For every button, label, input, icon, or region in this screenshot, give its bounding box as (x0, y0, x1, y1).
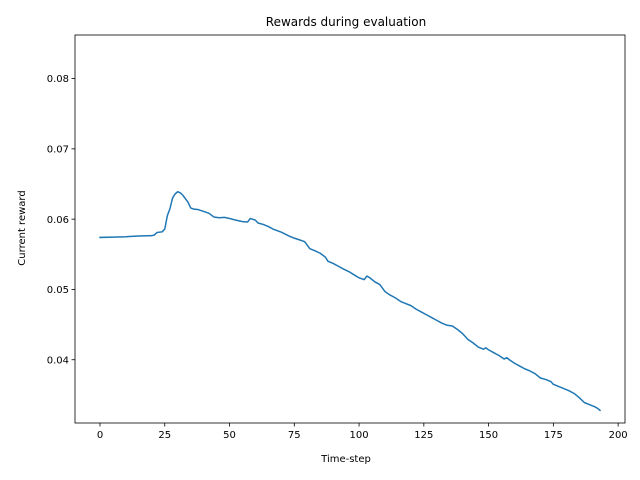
plot-area (99, 191, 602, 412)
chart-title: Rewards during evaluation (266, 15, 426, 29)
x-tick-label: 200 (609, 430, 628, 441)
x-tick-label: 75 (288, 430, 301, 441)
y-axis-label: Current reward (17, 190, 28, 265)
y-tick-label: 0.07 (47, 144, 69, 155)
x-tick-label: 175 (544, 430, 563, 441)
x-tick-label: 25 (158, 430, 171, 441)
axes: 0 25 50 75 100 125 150 175 200 0.04 0.05 0.06 0.07 0.… (47, 34, 628, 441)
x-axis-label: Time-step (320, 454, 371, 465)
y-tick-label: 0.06 (47, 215, 69, 226)
x-tick-label: 100 (350, 430, 369, 441)
x-tick-label: 0 (97, 430, 103, 441)
y-tick-label: 0.08 (47, 74, 69, 85)
x-tick-label: 125 (414, 430, 433, 441)
y-tick-label: 0.05 (47, 285, 69, 296)
x-tick-label: 50 (223, 430, 236, 441)
series-line-0 (99, 191, 602, 412)
y-tick-label: 0.04 (47, 355, 69, 366)
axes-frame (74, 34, 626, 424)
x-tick-label: 150 (479, 430, 498, 441)
